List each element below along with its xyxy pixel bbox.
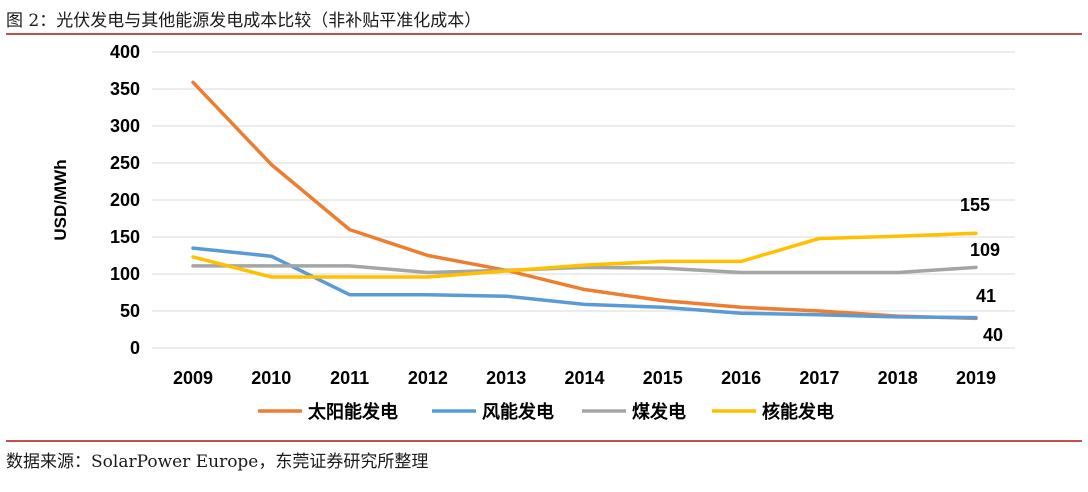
y-tick-label: 200 (110, 190, 140, 210)
y-tick-label: 300 (110, 116, 140, 136)
series-lines (191, 80, 978, 321)
x-tick-label: 2019 (956, 368, 996, 388)
legend-label: 太阳能发电 (308, 401, 398, 423)
legend-label: 风能发电 (482, 401, 554, 423)
y-tick-label: 250 (110, 153, 140, 173)
legend-label: 煤发电 (632, 401, 686, 423)
source-note: 数据来源：SolarPower Europe，东莞证券研究所整理 (6, 452, 429, 472)
x-tick-label: 2011 (330, 368, 369, 388)
series-line (191, 246, 978, 320)
series-line (191, 231, 978, 279)
y-axis-label: USD/MWh (51, 159, 70, 240)
x-tick-label: 2013 (486, 368, 526, 388)
y-tick-label: 350 (110, 79, 140, 99)
x-tick-label: 2009 (173, 368, 213, 388)
line-chart: 0 50 100 150 200 250 300 350 400 2009 2010 2011 201… (51, 42, 1015, 423)
x-tick-label: 2018 (878, 368, 918, 388)
data-label: 109 (970, 240, 1000, 260)
y-tick-label: 0 (130, 338, 140, 358)
series-line (191, 264, 978, 275)
x-tick-label: 2017 (799, 368, 839, 388)
title-divider (6, 33, 1082, 35)
y-tick-label: 100 (110, 264, 140, 284)
x-tick-labels: 2009 2010 2011 2012 2013 2014 2015 2016 2017 2018… (173, 368, 996, 388)
x-tick-label: 2015 (643, 368, 683, 388)
series-line (191, 80, 978, 321)
x-tick-label: 2016 (721, 368, 761, 388)
y-tick-label: 400 (110, 42, 140, 62)
data-label: 155 (960, 195, 990, 215)
figure-title: 图 2：光伏发电与其他能源发电成本比较（非补贴平准化成本） (6, 11, 482, 31)
y-tick-label: 50 (120, 301, 140, 321)
data-labels: 40 41 109 155 (960, 195, 1003, 345)
data-label: 40 (983, 325, 1003, 345)
data-label: 41 (976, 286, 996, 306)
legend: 太阳能发电 风能发电 煤发电 核能发电 (258, 401, 834, 423)
y-tick-labels: 0 50 100 150 200 250 300 350 400 (110, 42, 140, 358)
x-tick-label: 2014 (564, 368, 604, 388)
gridlines (152, 51, 1015, 349)
legend-label: 核能发电 (762, 401, 834, 423)
y-tick-label: 150 (110, 227, 140, 247)
source-divider (6, 440, 1082, 442)
x-tick-label: 2012 (408, 368, 448, 388)
x-tick-label: 2010 (251, 368, 291, 388)
